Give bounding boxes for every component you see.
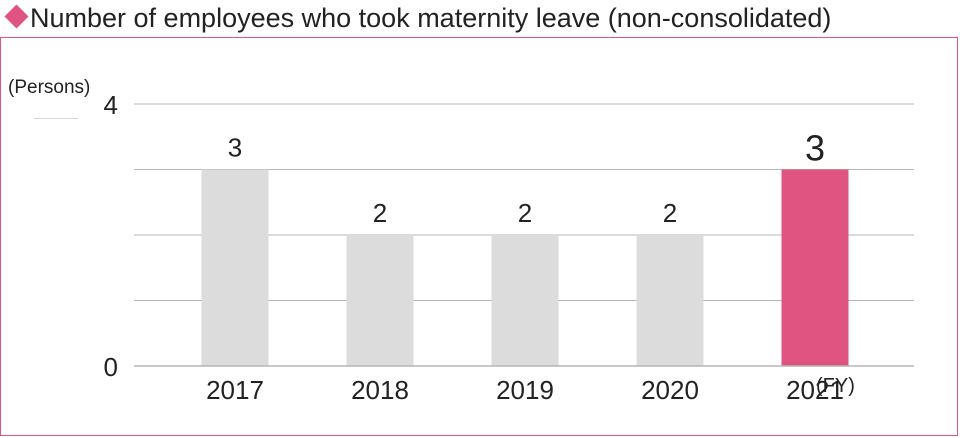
x-tick-label: 2017	[206, 375, 264, 405]
data-label: 2	[373, 198, 387, 228]
chart-title: Number of employees who took maternity l…	[30, 3, 832, 33]
data-label: 2	[518, 198, 532, 228]
bar	[491, 235, 559, 366]
y-tick-label: 4	[104, 90, 118, 120]
y-tick-label: 0	[104, 352, 118, 382]
bar	[636, 235, 704, 366]
bar-highlight	[781, 169, 849, 366]
x-tick-label: 2019	[496, 375, 554, 405]
chart-frame	[0, 37, 958, 436]
data-label: 2	[663, 198, 677, 228]
x-tick-label: 2018	[351, 375, 409, 405]
data-label: 3	[805, 128, 825, 169]
x-axis-unit-label: (FY)	[816, 375, 855, 397]
chart-header: Number of employees who took maternity l…	[0, 0, 960, 38]
unit-underline	[34, 118, 78, 119]
bar	[346, 235, 414, 366]
data-label: 3	[228, 133, 242, 163]
bar	[201, 169, 269, 366]
y-axis-unit-label: (Persons)	[8, 77, 91, 98]
x-tick-label: 2021	[786, 375, 844, 405]
x-tick-label: 2020	[641, 375, 699, 405]
